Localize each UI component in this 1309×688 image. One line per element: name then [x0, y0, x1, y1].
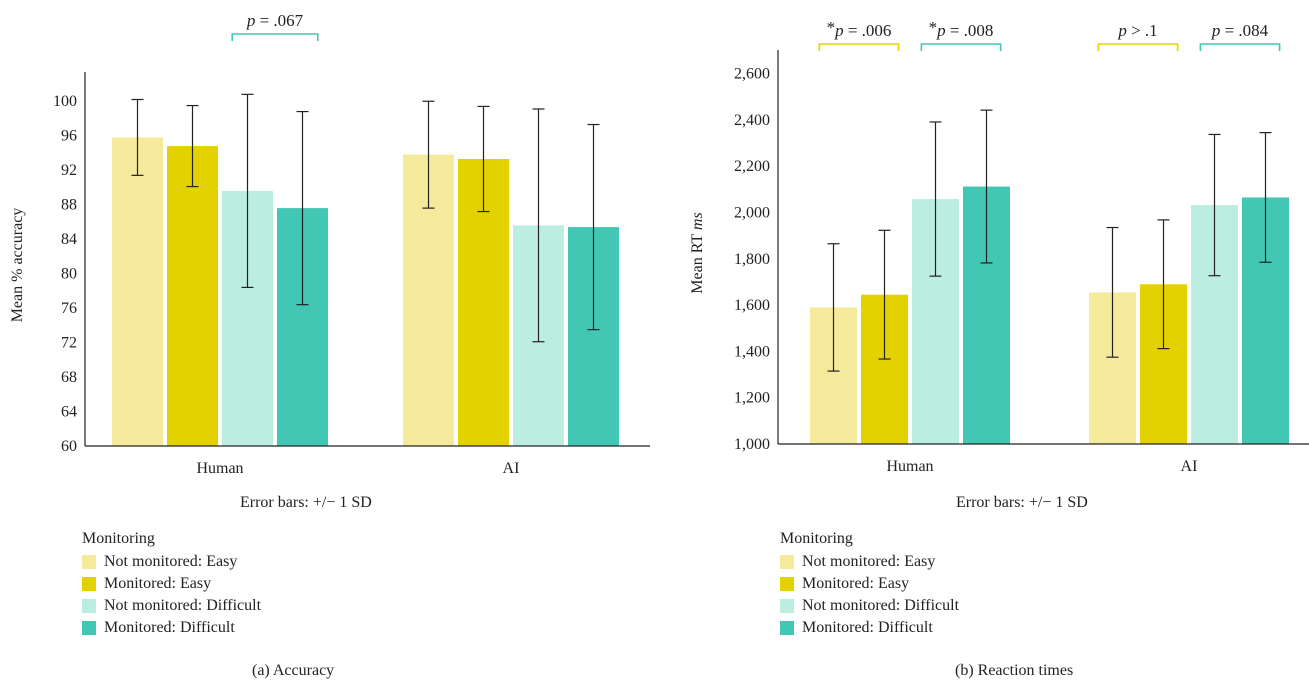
reaction-time-chart: 1,000 1,200 1,400 1,600 1,800 2,000 2,200 2,400… — [689, 18, 1309, 475]
p-value-label: p = .067 — [246, 11, 304, 30]
legend-label: Monitored: Easy — [802, 575, 910, 592]
x-category-label: AI — [1181, 458, 1198, 475]
legend-item-not-monitored-difficult: Not monitored: Difficult — [780, 595, 959, 617]
legend: Monitoring Not monitored: Easy Monitored… — [82, 528, 261, 639]
reaction-time-chart-panel: 1,000 1,200 1,400 1,600 1,800 2,000 2,200 2,400… — [680, 0, 1309, 688]
y-tick-label: 88 — [61, 197, 77, 214]
legend-label: Monitored: Easy — [104, 575, 212, 592]
legend-item-monitored-difficult: Monitored: Difficult — [780, 617, 959, 639]
legend-label: Not monitored: Easy — [802, 553, 936, 570]
y-tick-label: 2,600 — [734, 66, 770, 83]
legend-swatch — [780, 577, 794, 591]
bar — [167, 146, 218, 447]
significance-bracket — [1199, 43, 1281, 51]
p-value-label: p > .1 — [1117, 21, 1157, 40]
x-category-label: Human — [886, 458, 933, 475]
caption-accuracy: (a) Accuracy — [252, 662, 335, 679]
legend-label: Not monitored: Difficult — [802, 597, 960, 614]
accuracy-chart-panel: 60 64 68 72 76 80 84 88 92 96 100 Mean % accuracy Hu… — [0, 0, 650, 688]
legend-swatch — [82, 599, 96, 613]
legend-swatch — [780, 599, 794, 613]
p-value-label: p = .084 — [1211, 21, 1269, 40]
legend-title: Monitoring — [780, 530, 853, 547]
y-tick-label: 1,800 — [734, 251, 770, 268]
y-tick-label: 68 — [61, 369, 77, 386]
accuracy-chart: 60 64 68 72 76 80 84 88 92 96 100 Mean % accuracy Hu… — [9, 11, 650, 477]
legend-title: Monitoring — [82, 530, 155, 547]
error-bars-note: Error bars: +/− 1 SD — [956, 494, 1088, 511]
y-tick-label: 100 — [53, 93, 77, 110]
legend-label: Monitored: Difficult — [104, 619, 235, 636]
y-tick-label: 1,600 — [734, 297, 770, 314]
y-axis-title: Mean % accuracy — [9, 208, 26, 323]
legend-swatch — [780, 621, 794, 635]
p-value-label: *p = .006 — [827, 18, 892, 40]
y-tick-label: 1,000 — [734, 436, 770, 453]
legend-label: Not monitored: Difficult — [104, 597, 262, 614]
legend-swatch — [780, 555, 794, 569]
p-value-label: *p = .008 — [929, 18, 994, 40]
caption-reaction-times: (b) Reaction times — [955, 662, 1074, 679]
y-tick-label: 2,000 — [734, 204, 770, 221]
y-tick-label: 1,200 — [734, 390, 770, 407]
y-tick-label: 2,400 — [734, 112, 770, 129]
significance-bracket — [818, 43, 900, 51]
legend: Monitoring Not monitored: Easy Monitored… — [780, 528, 959, 639]
x-category-label: Human — [196, 460, 243, 477]
y-axis-title: Mean RT ms — [689, 212, 706, 293]
y-tick-label: 64 — [61, 404, 77, 421]
legend-swatch — [82, 621, 96, 635]
y-tick-label: 2,200 — [734, 158, 770, 175]
bar — [112, 137, 163, 446]
x-category-label: AI — [503, 460, 520, 477]
error-bars-note: Error bars: +/− 1 SD — [240, 494, 372, 511]
y-tick-label: 72 — [61, 335, 77, 352]
legend-item-monitored-difficult: Monitored: Difficult — [82, 617, 261, 639]
y-tick-label: 80 — [61, 266, 77, 283]
y-tick-label: 84 — [61, 231, 77, 248]
legend-label: Not monitored: Easy — [104, 553, 238, 570]
legend-item-monitored-easy: Monitored: Easy — [82, 573, 261, 595]
y-tick-label: 96 — [61, 128, 77, 145]
legend-swatch — [82, 577, 96, 591]
y-tick-label: 76 — [61, 300, 77, 317]
legend-swatch — [82, 555, 96, 569]
legend-item-not-monitored-easy: Not monitored: Easy — [780, 551, 959, 573]
significance-bracket — [1097, 43, 1179, 51]
legend-item-not-monitored-easy: Not monitored: Easy — [82, 551, 261, 573]
legend-item-not-monitored-difficult: Not monitored: Difficult — [82, 595, 261, 617]
significance-bracket — [231, 33, 319, 41]
y-tick-label: 92 — [61, 162, 77, 179]
significance-bracket — [920, 43, 1002, 51]
y-tick-label: 60 — [61, 438, 77, 455]
legend-label: Monitored: Difficult — [802, 619, 933, 636]
legend-item-monitored-easy: Monitored: Easy — [780, 573, 959, 595]
y-tick-label: 1,400 — [734, 343, 770, 360]
